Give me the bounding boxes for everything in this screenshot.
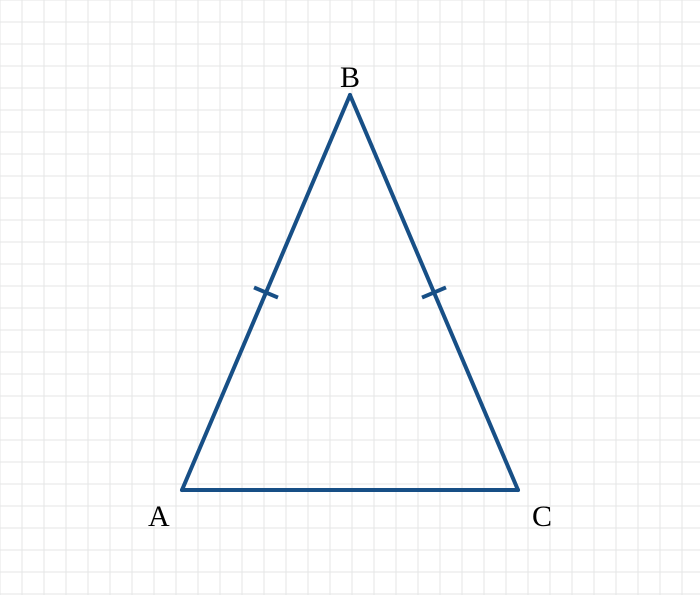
vertex-label-B: B <box>340 63 360 93</box>
diagram-canvas: A B C <box>0 0 700 595</box>
vertex-label-C: C <box>532 502 552 532</box>
vertex-label-A: A <box>148 502 170 532</box>
